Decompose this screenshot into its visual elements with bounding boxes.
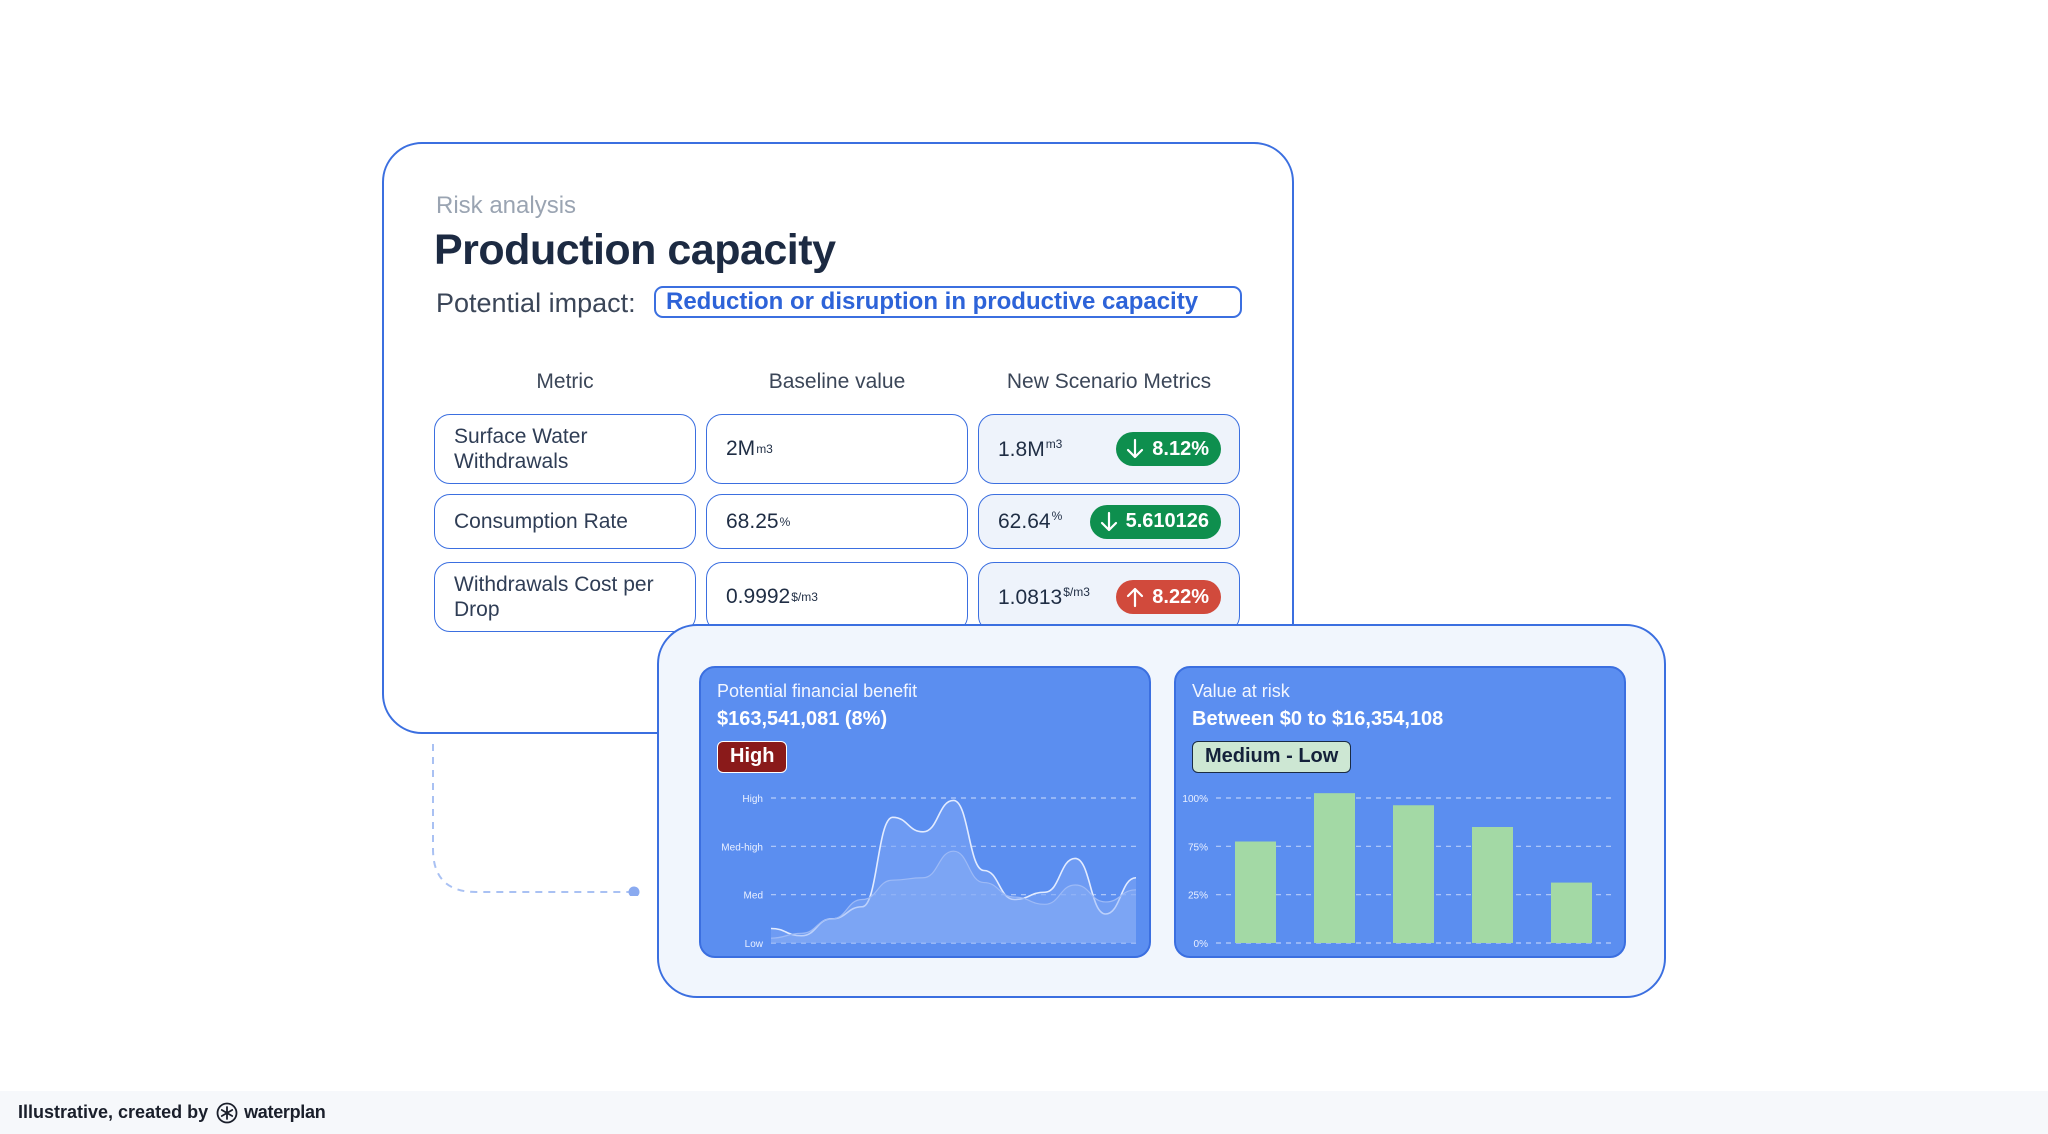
baseline-cell: 68.25% <box>706 494 968 549</box>
scenario-cell: 1.8Mm3 8.12% <box>978 414 1240 484</box>
bar <box>1235 841 1276 943</box>
arrow-down-icon <box>1127 438 1144 459</box>
panel-label: Potential financial benefit <box>717 681 918 701</box>
change-value: 8.22% <box>1152 585 1209 608</box>
scenario-unit: m3 <box>1045 436 1063 451</box>
y-tick-label: Low <box>745 939 764 950</box>
scenario-value: 62.64 <box>998 510 1051 533</box>
waterplan-logo-icon <box>216 1102 238 1123</box>
panel-label: Value at risk <box>1192 681 1290 701</box>
change-value: 8.12% <box>1152 437 1209 460</box>
impact-value-pill[interactable]: Reduction or disruption in productive ca… <box>654 286 1242 318</box>
panel-value: Between $0 to $16,354,108 <box>1192 708 1444 730</box>
arrow-up-icon <box>1127 587 1144 608</box>
metric-label: Withdrawals Cost per Drop <box>454 573 654 621</box>
y-tick-label: Med <box>744 891 763 902</box>
y-tick-label: Med-high <box>721 842 763 853</box>
scenario-value: 1.8M <box>998 437 1045 461</box>
page-title: Production capacity <box>434 226 836 274</box>
bar <box>1551 882 1592 943</box>
baseline-value: 2M <box>726 437 756 460</box>
bar <box>1393 805 1434 943</box>
baseline-cell: 0.9992 $/m3 <box>706 562 968 632</box>
impact-tag: Medium - Low <box>1192 741 1352 773</box>
change-badge-decrease: 5.610126 <box>1089 504 1221 539</box>
metric-cell: Consumption Rate <box>434 494 696 549</box>
scenario-value: 1.0813 <box>998 585 1063 609</box>
dashed-connector <box>432 744 640 896</box>
y-tick-label: 75% <box>1188 842 1208 853</box>
risk-analysis-card: Risk analysis Production capacity Potent… <box>382 142 1294 734</box>
baseline-unit: m3 <box>756 442 773 456</box>
brand-name: waterplan <box>244 1102 326 1122</box>
metric-cell: Surface Water Withdrawals <box>434 414 696 484</box>
baseline-cell: 2M m3 <box>706 414 968 484</box>
column-header-scenario: New Scenario Metrics <box>1006 370 1212 393</box>
scenario-unit: $/m3 <box>1063 584 1090 599</box>
scenario-unit: % <box>1051 509 1063 523</box>
impact-tag: High <box>717 741 788 773</box>
metric-cell: Withdrawals Cost per Drop <box>434 562 696 632</box>
y-tick-label: 0% <box>1194 939 1209 950</box>
metric-label: Consumption Rate <box>454 510 628 533</box>
change-badge-decrease: 8.12% <box>1116 432 1221 466</box>
change-value: 5.610126 <box>1125 510 1209 532</box>
change-badge-increase: 8.22% <box>1116 580 1221 614</box>
footer-credit: Illustrative, created by waterplan <box>0 1091 2048 1134</box>
scenario-cell: 1.0813$/m3 8.22% <box>978 562 1240 632</box>
series-area <box>771 851 1136 943</box>
card-eyebrow: Risk analysis <box>436 192 577 219</box>
column-header-metric: Metric <box>536 370 594 393</box>
column-header-baseline: Baseline value <box>768 370 906 393</box>
y-tick-label: 25% <box>1188 891 1208 902</box>
baseline-value: 68.25 <box>726 509 779 533</box>
benefit-area-chart: Low Med Med-high High <box>721 794 1137 950</box>
scenario-cell: 62.64% 5.610126 <box>978 494 1240 549</box>
bar <box>1472 827 1513 943</box>
baseline-unit: $/m3 <box>791 590 818 604</box>
y-tick-label: High <box>742 794 763 805</box>
impact-label: Potential impact: <box>436 288 636 318</box>
metric-label: Surface Water Withdrawals <box>454 425 588 473</box>
arrow-down-icon <box>1100 511 1117 531</box>
y-tick-label: 100% <box>1182 794 1208 805</box>
footer-text: Illustrative, created by <box>18 1102 209 1122</box>
baseline-value: 0.9992 <box>726 585 791 608</box>
series-line <box>770 850 1137 939</box>
connector-dot <box>628 886 640 896</box>
baseline-unit: % <box>779 514 791 529</box>
value-at-risk-panel[interactable]: Value at risk Between $0 to $16,354,108 … <box>1174 666 1626 958</box>
value-at-risk-bar-chart: 0% 25% 75% 100% <box>1182 793 1611 950</box>
financial-benefit-panel[interactable]: Potential financial benefit $163,541,081… <box>699 666 1151 958</box>
financial-summary-card: Potential financial benefit $163,541,081… <box>657 624 1666 998</box>
bar <box>1314 793 1355 943</box>
panel-value: $163,541,081 (8%) <box>717 708 888 730</box>
